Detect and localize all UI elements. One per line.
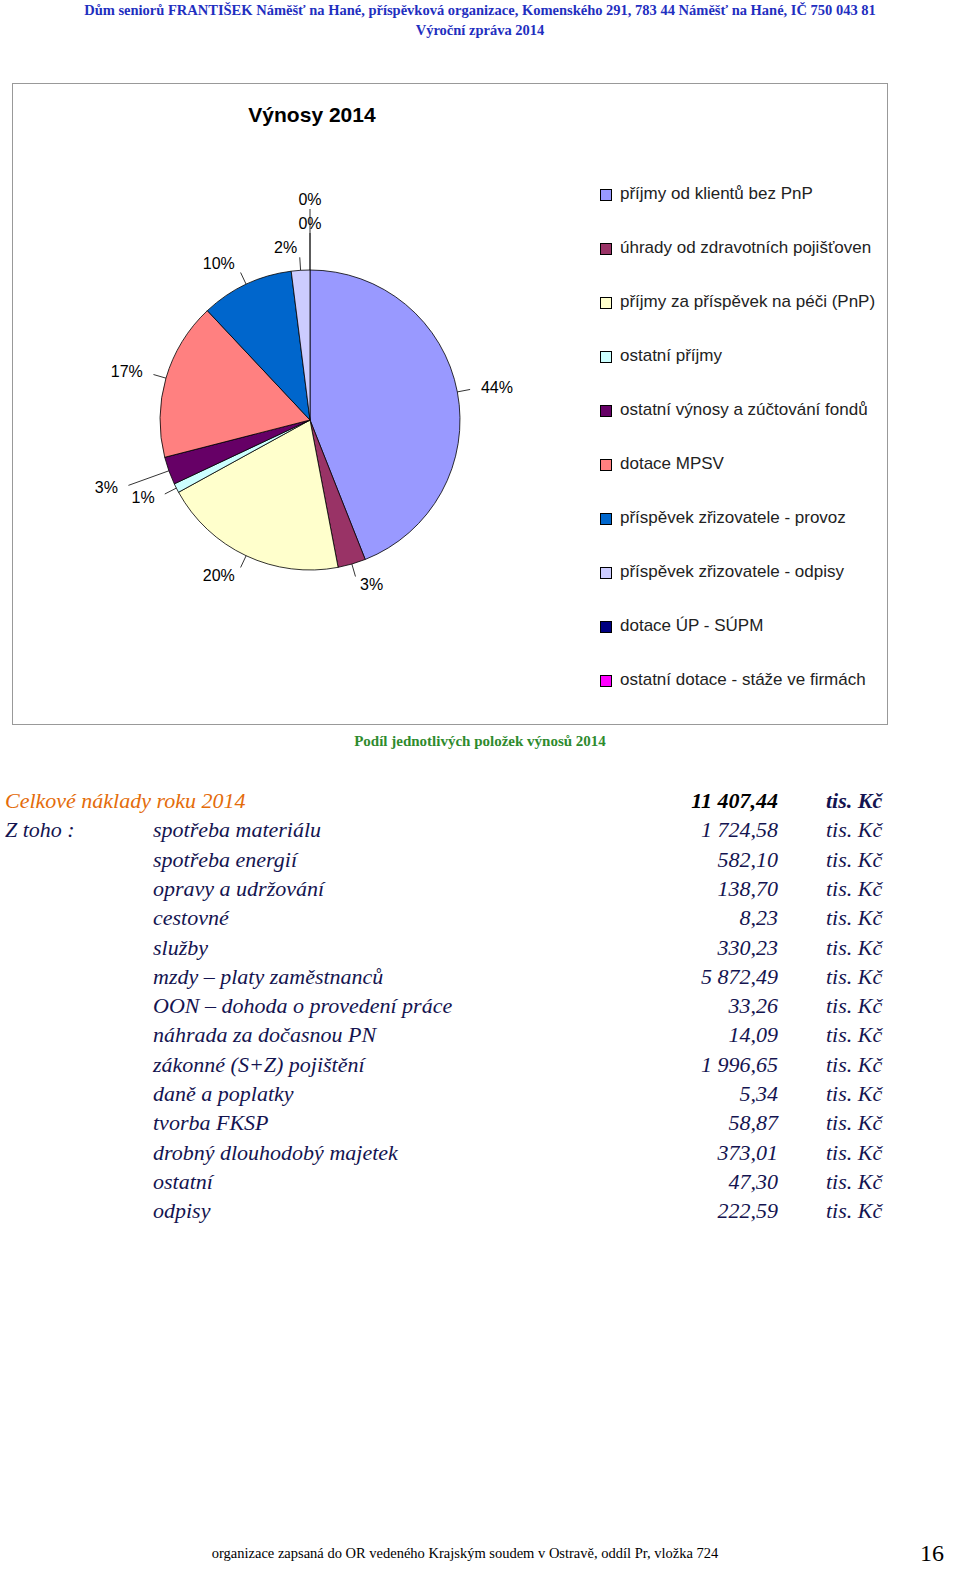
svg-text:0%: 0% bbox=[298, 191, 321, 208]
html-text:drobný dlouhodobý majetek: drobný dlouhodobý majetek bbox=[153, 1139, 398, 1165]
html-text:zákonné (S+Z) pojištění: zákonné (S+Z) pojištění bbox=[153, 1051, 365, 1077]
html-text:tis. Kč: tis. Kč bbox=[826, 963, 883, 989]
html-text:8,23: 8,23 bbox=[739, 905, 778, 931]
html-text:330,23: 330,23 bbox=[717, 934, 778, 960]
html-text:tis. Kč: tis. Kč bbox=[826, 1022, 883, 1048]
svg-text:20%: 20% bbox=[203, 567, 235, 584]
html-text:Celkové náklady roku 2014: Celkové náklady roku 2014 bbox=[5, 788, 246, 813]
html-text:47,30: 47,30 bbox=[728, 1168, 778, 1194]
svg-text:10%: 10% bbox=[203, 255, 235, 272]
html-text:ostatní dotace - stáže ve firm: ostatní dotace - stáže ve firmách bbox=[620, 670, 866, 689]
svg-text:0%: 0% bbox=[298, 215, 322, 232]
html-text:dotace ÚP - SÚPM: dotace ÚP - SÚPM bbox=[620, 616, 764, 635]
html-text:ostatní: ostatní bbox=[153, 1168, 213, 1194]
html-text:tvorba FKSP: tvorba FKSP bbox=[153, 1110, 269, 1136]
html-text:úhrady od zdravotních pojišťov: úhrady od zdravotních pojišťoven bbox=[620, 238, 872, 257]
html-text:příspěvek zřizovatele - odpisy: příspěvek zřizovatele - odpisy bbox=[620, 562, 844, 581]
html-text:tis. Kč: tis. Kč bbox=[826, 1110, 883, 1136]
html-text:náhrada za dočasnou PN: náhrada za dočasnou PN bbox=[153, 1022, 377, 1048]
html-text:spotřeba materiálu: spotřeba materiálu bbox=[153, 817, 322, 843]
html-text:mzdy – platy zaměstnanců: mzdy – platy zaměstnanců bbox=[153, 963, 384, 989]
html-text:tis. Kč: tis. Kč bbox=[826, 817, 883, 843]
html-text:spotřeba energií: spotřeba energií bbox=[153, 846, 297, 872]
svg-text:17%: 17% bbox=[111, 363, 143, 380]
html-text:OON – dohoda o provedení práce: OON – dohoda o provedení práce bbox=[153, 993, 453, 1019]
svg-text:1%: 1% bbox=[132, 489, 155, 506]
html-text:tis. Kč: tis. Kč bbox=[826, 875, 883, 901]
html-text:Výroční zpráva 2014: Výroční zpráva 2014 bbox=[415, 22, 545, 38]
html-text:Dům seniorů FRANTIŠEK Náměšť n: Dům seniorů FRANTIŠEK Náměšť na Hané, př… bbox=[84, 2, 876, 18]
html-text:58,87: 58,87 bbox=[728, 1110, 778, 1136]
html-text:tis. Kč: tis. Kč bbox=[826, 993, 883, 1019]
html-text:222,59: 222,59 bbox=[717, 1198, 778, 1224]
html-text:příjmy za příspěvek na péči (P: příjmy za příspěvek na péči (PnP) bbox=[620, 292, 876, 311]
html-text:dotace MPSV: dotace MPSV bbox=[620, 454, 724, 473]
html-text:582,10: 582,10 bbox=[717, 846, 778, 872]
html-text:Výnosy 2014: Výnosy 2014 bbox=[248, 103, 376, 126]
html-text:Z toho :: Z toho : bbox=[5, 817, 75, 843]
html-text:5 872,49: 5 872,49 bbox=[701, 963, 778, 989]
svg-text:2%: 2% bbox=[274, 239, 297, 256]
html-text:1 996,65: 1 996,65 bbox=[701, 1051, 778, 1077]
html-text:5,34: 5,34 bbox=[739, 1081, 778, 1106]
html-text:opravy a udržování: opravy a udržování bbox=[153, 875, 325, 901]
html-text:tis. Kč: tis. Kč bbox=[826, 934, 883, 960]
html-text:tis. Kč: tis. Kč bbox=[826, 905, 883, 931]
html-text:odpisy: odpisy bbox=[153, 1198, 211, 1224]
html-text:14,09: 14,09 bbox=[728, 1022, 778, 1048]
html-text:služby: služby bbox=[153, 934, 208, 960]
svg-text:44%: 44% bbox=[481, 379, 513, 396]
html-text:16: 16 bbox=[920, 1540, 944, 1566]
html-text:tis. Kč: tis. Kč bbox=[826, 1051, 883, 1077]
svg-text:3%: 3% bbox=[95, 479, 118, 496]
html-text:11 407,44: 11 407,44 bbox=[691, 788, 778, 813]
html-text:ostatní výnosy a zúčtování fon: ostatní výnosy a zúčtování fondů bbox=[620, 400, 868, 419]
html-text:tis. Kč: tis. Kč bbox=[826, 788, 883, 813]
html-text:tis. Kč: tis. Kč bbox=[826, 1198, 883, 1224]
html-text:Podíl jednotlivých položek výn: Podíl jednotlivých položek výnosů 2014 bbox=[354, 733, 606, 749]
svg-text:3%: 3% bbox=[360, 576, 383, 593]
html-text:1 724,58: 1 724,58 bbox=[701, 817, 778, 843]
html-text:tis. Kč: tis. Kč bbox=[826, 1168, 883, 1194]
html-text:organizace zapsaná do OR veden: organizace zapsaná do OR vedeného Krajsk… bbox=[211, 1545, 719, 1561]
html-text:tis. Kč: tis. Kč bbox=[826, 1081, 883, 1106]
html-text:daně a poplatky: daně a poplatky bbox=[153, 1081, 294, 1106]
html-text:373,01: 373,01 bbox=[717, 1139, 778, 1165]
html-text:příjmy od klientů bez PnP: příjmy od klientů bez PnP bbox=[620, 184, 813, 203]
html-text:33,26: 33,26 bbox=[728, 993, 778, 1019]
html-text:ostatní příjmy: ostatní příjmy bbox=[620, 346, 722, 365]
html-text:cestovné: cestovné bbox=[153, 905, 229, 931]
html-text:příspěvek zřizovatele - provoz: příspěvek zřizovatele - provoz bbox=[620, 508, 846, 527]
html-text:138,70: 138,70 bbox=[717, 875, 778, 901]
html-text:tis. Kč: tis. Kč bbox=[826, 1139, 883, 1165]
html-text:tis. Kč: tis. Kč bbox=[826, 846, 883, 872]
